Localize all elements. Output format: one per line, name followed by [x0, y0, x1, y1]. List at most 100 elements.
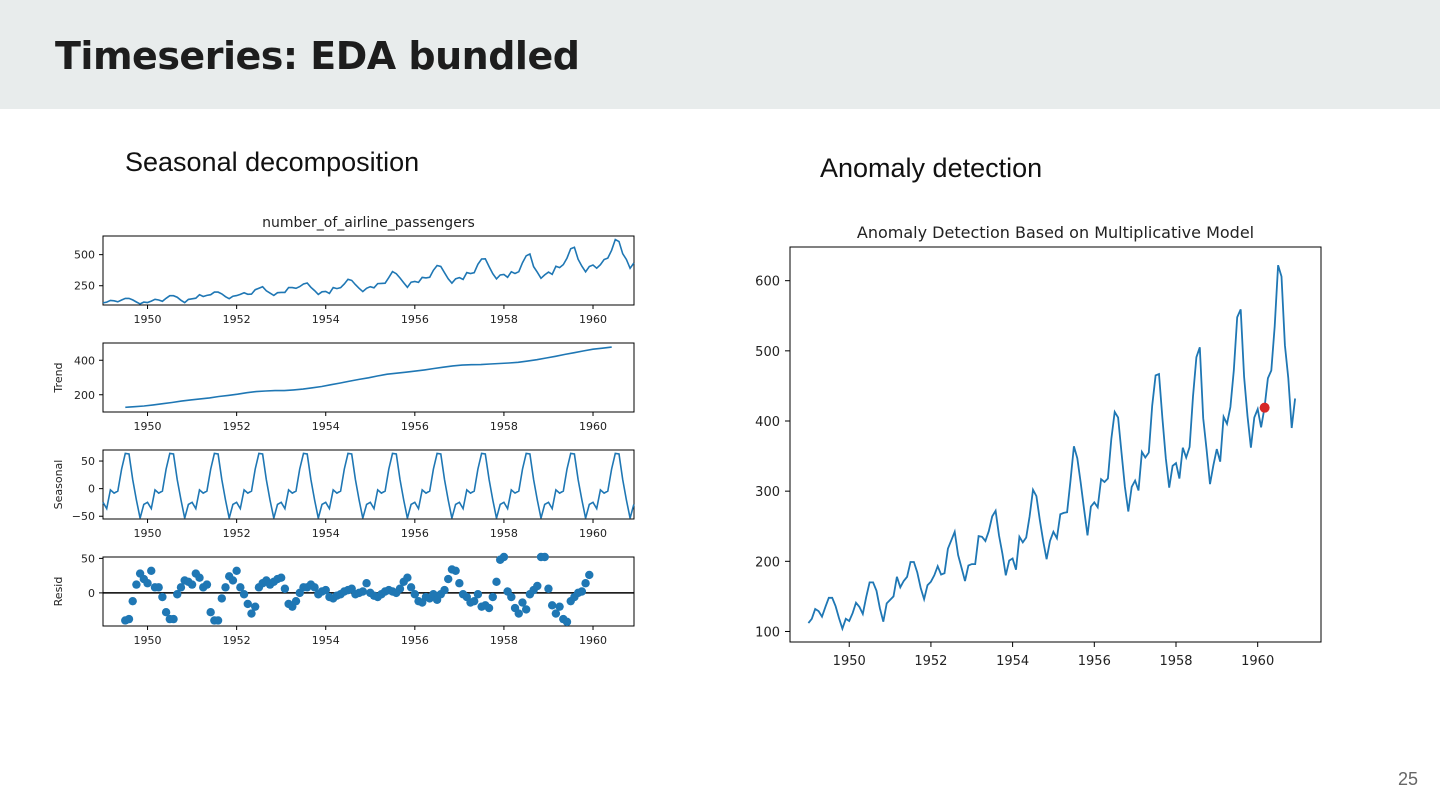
resid-point	[243, 599, 252, 609]
trend-xtick-label: 1958	[490, 420, 518, 433]
resid-point	[406, 583, 416, 592]
anomaly-xtick-label: 1956	[1078, 654, 1111, 669]
resid-point	[195, 573, 204, 582]
resid-point	[488, 592, 497, 602]
seasonal-decomposition-heading: Seasonal decomposition	[125, 147, 420, 177]
resid-point	[562, 617, 572, 627]
resid-xtick-label: 1960	[579, 634, 607, 647]
resid-point	[544, 584, 553, 593]
anomaly-detection-heading: Anomaly detection	[820, 153, 1043, 183]
resid-point	[473, 590, 483, 599]
resid-xtick-label: 1950	[134, 634, 162, 647]
seasonal-xtick-label: 1954	[312, 527, 340, 540]
resid-xtick-label: 1952	[223, 634, 251, 647]
trend-ytick-label: 200	[74, 389, 95, 402]
resid-point	[124, 614, 134, 624]
resid-point	[202, 580, 212, 589]
resid-point	[533, 581, 542, 591]
anomaly-xtick-label: 1960	[1241, 654, 1274, 669]
trend-xtick-label: 1954	[312, 420, 340, 433]
resid-ylabel: Resid	[52, 577, 65, 607]
trend-xtick-label: 1950	[134, 420, 162, 433]
resid-point	[173, 590, 182, 599]
resid-point	[310, 583, 319, 592]
observed-xtick-label: 1958	[490, 313, 518, 326]
anomaly-title: Anomaly Detection Based on Multiplicativ…	[857, 223, 1254, 242]
resid-point	[507, 592, 516, 602]
resid-xtick-label: 1954	[312, 634, 340, 647]
resid-point	[492, 577, 501, 587]
resid-point	[358, 587, 368, 596]
observed-xtick-label: 1954	[312, 313, 340, 326]
seasonal-xtick-label: 1958	[490, 527, 518, 540]
trend-axes-frame	[102, 342, 635, 413]
anomaly-ytick-label: 100	[755, 625, 780, 640]
observed-axes-frame	[102, 235, 635, 306]
seasonal-ytick-label: 50	[81, 455, 95, 468]
observed-xtick-label: 1952	[223, 313, 251, 326]
resid-point	[128, 596, 137, 606]
resid-point	[176, 583, 186, 592]
resid-point	[132, 580, 141, 589]
resid-point	[547, 601, 557, 610]
resid-point	[451, 566, 460, 575]
resid-point	[239, 590, 249, 599]
resid-point	[484, 603, 494, 613]
observed-ytick-label: 250	[74, 280, 95, 293]
anomaly-ytick-label: 500	[755, 345, 780, 360]
anomaly-point	[1259, 402, 1270, 413]
resid-point	[403, 573, 412, 582]
resid-point	[291, 596, 301, 606]
trend-xtick-label: 1952	[223, 420, 251, 433]
resid-point	[362, 579, 371, 588]
trend-ytick-label: 400	[74, 354, 95, 367]
resid-point	[143, 579, 152, 588]
anomaly-xtick-label: 1952	[914, 654, 947, 669]
resid-point	[395, 584, 405, 593]
resid-point	[206, 608, 215, 617]
seasonal-xtick-label: 1952	[223, 527, 251, 540]
seasonal-xtick-label: 1950	[134, 527, 162, 540]
seasonal-ylabel: Seasonal	[52, 460, 65, 510]
resid-point	[232, 566, 241, 575]
resid-point	[250, 602, 260, 611]
observed-xtick-label: 1956	[401, 313, 429, 326]
resid-point	[213, 616, 223, 625]
trend-xtick-label: 1960	[579, 420, 607, 433]
resid-point	[147, 566, 156, 575]
resid-point	[499, 552, 509, 562]
resid-point	[581, 579, 590, 588]
resid-point	[154, 583, 163, 592]
seasonal-ytick-label: 0	[88, 483, 95, 496]
observed-xtick-label: 1960	[579, 313, 607, 326]
resid-point	[187, 580, 197, 589]
seasonal-series-line	[102, 452, 635, 519]
resid-point	[236, 583, 245, 592]
trend-series-line	[125, 346, 612, 409]
resid-point	[551, 609, 561, 618]
resid-point	[217, 594, 226, 603]
resid-point	[514, 609, 523, 618]
resid-point	[228, 576, 238, 585]
resid-xtick-label: 1956	[401, 634, 429, 647]
resid-point	[247, 609, 256, 618]
trend-xtick-label: 1956	[401, 420, 429, 433]
observed-xtick-label: 1950	[134, 313, 162, 326]
resid-point	[577, 587, 587, 596]
anomaly-xtick-label: 1950	[833, 654, 866, 669]
anomaly-xtick-label: 1954	[996, 654, 1029, 669]
anomaly-ytick-label: 400	[755, 415, 780, 430]
resid-point	[161, 608, 171, 617]
resid-point	[158, 592, 167, 602]
resid-point	[444, 574, 453, 584]
slide-header	[0, 0, 1440, 109]
resid-point	[321, 585, 330, 595]
anomaly-ytick-label: 600	[755, 275, 780, 290]
resid-xtick-label: 1958	[490, 634, 518, 647]
resid-axes-frame	[102, 556, 635, 627]
anomaly-axes-frame	[789, 246, 1322, 643]
resid-point	[221, 583, 230, 592]
trend-ylabel: Trend	[52, 362, 65, 393]
observed-series-line	[102, 238, 635, 305]
